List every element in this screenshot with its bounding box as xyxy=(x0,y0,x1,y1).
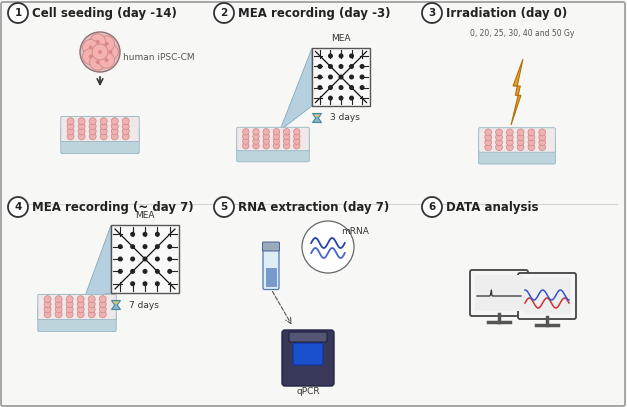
Circle shape xyxy=(528,134,535,141)
Circle shape xyxy=(55,306,62,313)
Text: Irradiation (day 0): Irradiation (day 0) xyxy=(446,7,567,20)
Circle shape xyxy=(143,232,147,236)
Circle shape xyxy=(89,123,96,130)
Circle shape xyxy=(77,311,84,318)
Circle shape xyxy=(263,142,270,149)
FancyBboxPatch shape xyxy=(236,138,309,162)
Polygon shape xyxy=(112,300,120,309)
FancyBboxPatch shape xyxy=(263,242,280,251)
Circle shape xyxy=(318,65,322,68)
FancyBboxPatch shape xyxy=(263,245,279,289)
Circle shape xyxy=(273,133,280,140)
Circle shape xyxy=(92,44,108,60)
Circle shape xyxy=(283,133,290,140)
Circle shape xyxy=(517,134,524,141)
Circle shape xyxy=(108,50,112,54)
Circle shape xyxy=(88,301,95,308)
Circle shape xyxy=(66,306,73,313)
Circle shape xyxy=(100,118,107,125)
Circle shape xyxy=(131,269,134,273)
Circle shape xyxy=(253,138,259,144)
Circle shape xyxy=(293,142,300,149)
Circle shape xyxy=(98,50,102,54)
Circle shape xyxy=(155,269,159,273)
Text: qPCR: qPCR xyxy=(296,387,320,396)
Circle shape xyxy=(143,245,147,248)
Circle shape xyxy=(485,134,492,141)
Circle shape xyxy=(105,58,108,62)
FancyBboxPatch shape xyxy=(61,129,139,153)
Circle shape xyxy=(168,245,172,248)
FancyBboxPatch shape xyxy=(289,332,327,342)
Circle shape xyxy=(339,54,343,58)
Circle shape xyxy=(495,144,502,151)
Circle shape xyxy=(88,295,95,303)
FancyBboxPatch shape xyxy=(518,273,576,319)
Polygon shape xyxy=(280,48,312,131)
Text: MEA recording (day -3): MEA recording (day -3) xyxy=(238,7,391,20)
Circle shape xyxy=(44,295,51,303)
Circle shape xyxy=(273,138,280,144)
Circle shape xyxy=(8,3,28,23)
Circle shape xyxy=(99,301,106,308)
Text: 3 days: 3 days xyxy=(330,114,360,123)
Circle shape xyxy=(44,306,51,313)
Circle shape xyxy=(339,86,343,90)
Circle shape xyxy=(253,129,259,135)
Circle shape xyxy=(8,197,28,217)
Circle shape xyxy=(495,139,502,146)
Circle shape xyxy=(143,269,147,273)
Circle shape xyxy=(88,306,95,313)
Circle shape xyxy=(293,129,300,135)
Polygon shape xyxy=(85,225,111,298)
Text: 0, 20, 25, 30, 40 and 50 Gy: 0, 20, 25, 30, 40 and 50 Gy xyxy=(470,28,574,37)
Circle shape xyxy=(422,3,442,23)
Circle shape xyxy=(318,86,322,90)
Text: 7 days: 7 days xyxy=(129,300,159,309)
Circle shape xyxy=(243,138,249,144)
Circle shape xyxy=(67,118,74,125)
Circle shape xyxy=(119,269,122,273)
Circle shape xyxy=(528,139,535,146)
Circle shape xyxy=(422,197,442,217)
Circle shape xyxy=(100,123,107,130)
Circle shape xyxy=(78,118,85,125)
FancyBboxPatch shape xyxy=(282,330,334,386)
Circle shape xyxy=(99,306,106,313)
Circle shape xyxy=(88,46,93,50)
FancyBboxPatch shape xyxy=(38,306,116,331)
Text: human iPSC-CM: human iPSC-CM xyxy=(123,53,194,63)
Circle shape xyxy=(485,144,492,151)
FancyBboxPatch shape xyxy=(475,275,523,311)
Circle shape xyxy=(273,129,280,135)
Circle shape xyxy=(293,138,300,144)
Circle shape xyxy=(283,129,290,135)
Circle shape xyxy=(339,65,343,68)
Circle shape xyxy=(168,257,172,261)
Circle shape xyxy=(293,133,300,140)
Circle shape xyxy=(143,257,147,261)
Polygon shape xyxy=(112,302,120,304)
Circle shape xyxy=(243,133,249,140)
Circle shape xyxy=(55,295,62,303)
Circle shape xyxy=(83,39,98,55)
Circle shape xyxy=(96,60,100,64)
Circle shape xyxy=(111,123,119,130)
Circle shape xyxy=(155,282,159,286)
Circle shape xyxy=(350,96,354,100)
Circle shape xyxy=(98,36,115,52)
Circle shape xyxy=(96,40,100,44)
Circle shape xyxy=(44,301,51,308)
Circle shape xyxy=(131,282,134,286)
Circle shape xyxy=(273,142,280,149)
Circle shape xyxy=(329,54,332,58)
Circle shape xyxy=(339,96,343,100)
Circle shape xyxy=(119,245,122,248)
Circle shape xyxy=(485,129,492,136)
Circle shape xyxy=(253,142,259,149)
Circle shape xyxy=(214,3,234,23)
Circle shape xyxy=(507,134,514,141)
Circle shape xyxy=(253,133,259,140)
Polygon shape xyxy=(511,59,523,125)
